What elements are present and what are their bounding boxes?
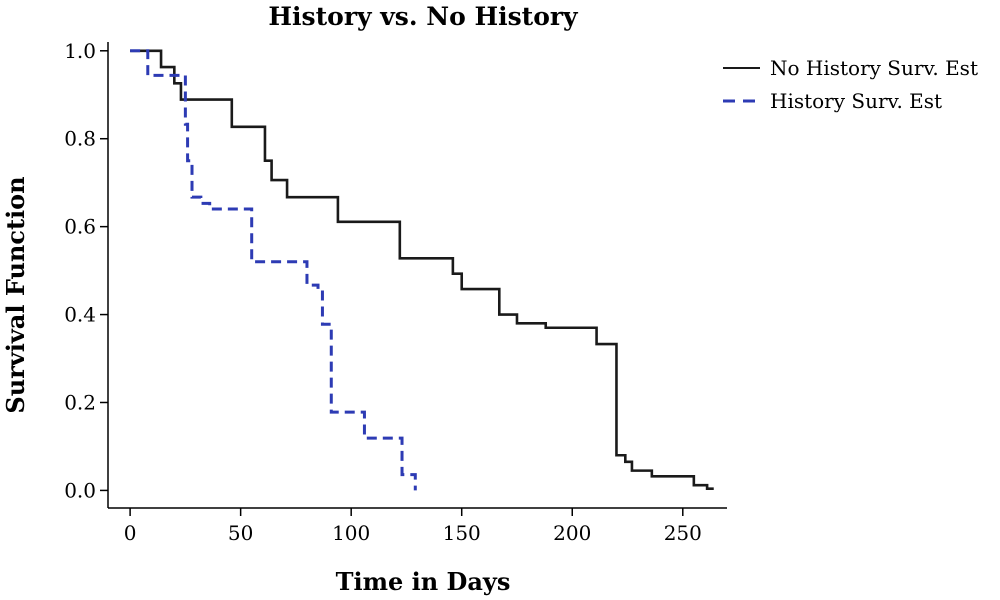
y-tick-label: 0.2 bbox=[64, 390, 96, 414]
axes bbox=[107, 42, 727, 509]
y-axis-label: Survival Function bbox=[1, 176, 30, 413]
x-tick-label: 100 bbox=[332, 521, 370, 545]
y-tick-label: 1.0 bbox=[64, 39, 96, 63]
y-tick-label: 0.6 bbox=[64, 215, 96, 239]
x-tick-label: 0 bbox=[124, 521, 137, 545]
legend-label: No History Surv. Est bbox=[770, 56, 978, 80]
history-series-line bbox=[130, 49, 417, 491]
x-axis-label: Time in Days bbox=[336, 567, 511, 596]
y-ticks: 0.0 0.2 0.4 0.6 0.8 1.0 bbox=[64, 39, 108, 502]
x-ticks: 0 50 100 150 200 250 bbox=[124, 508, 702, 545]
y-tick-label: 0.4 bbox=[64, 303, 96, 327]
chart-title: History vs. No History bbox=[268, 2, 579, 31]
legend: No History Surv. Est History Surv. Est bbox=[723, 56, 978, 113]
y-tick-label: 0.0 bbox=[64, 478, 96, 502]
x-tick-label: 200 bbox=[553, 521, 591, 545]
y-tick-label: 0.8 bbox=[64, 127, 96, 151]
no-history-series-line bbox=[130, 49, 714, 490]
series-layer bbox=[130, 49, 714, 491]
legend-label: History Surv. Est bbox=[770, 89, 942, 113]
x-tick-label: 150 bbox=[443, 521, 481, 545]
x-tick-label: 250 bbox=[664, 521, 702, 545]
x-tick-label: 50 bbox=[228, 521, 253, 545]
